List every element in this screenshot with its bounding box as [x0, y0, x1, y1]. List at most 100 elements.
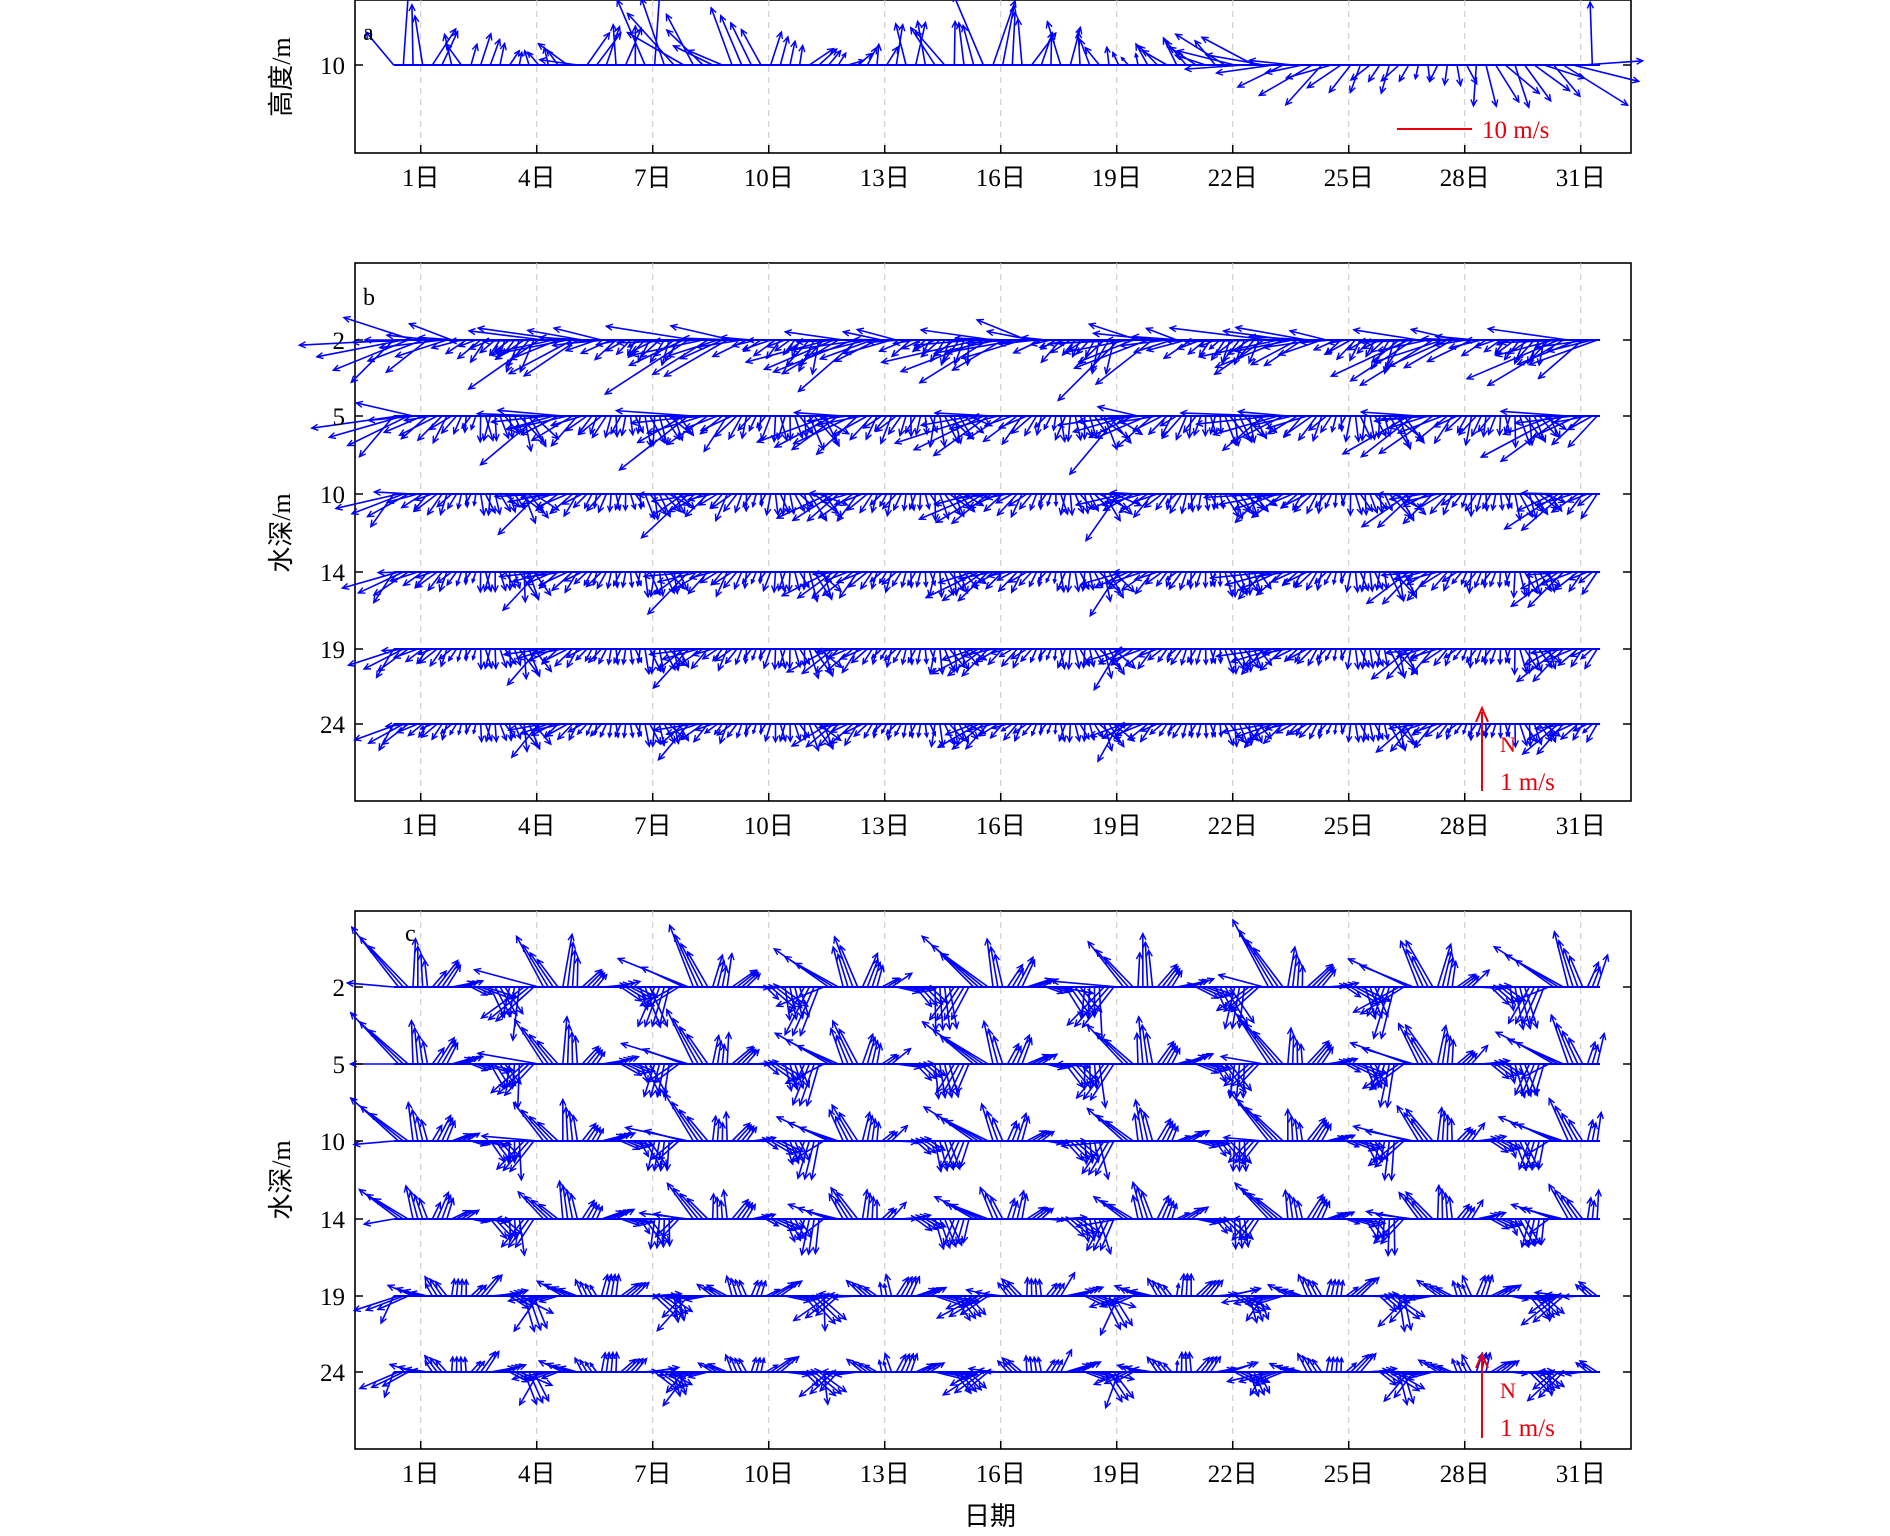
vector-stick [1553, 931, 1569, 988]
vector-stick [405, 648, 424, 663]
vector-stick [929, 571, 936, 586]
vector-stick [637, 415, 641, 434]
vector-stick [1578, 571, 1593, 584]
vector-arrowhead [1109, 489, 1118, 497]
vector-stick [1548, 723, 1574, 737]
vector-stick [1454, 723, 1463, 735]
x-tick-label: 1日 [402, 813, 440, 840]
vector-arrowhead [772, 366, 781, 374]
vector-stick [778, 648, 786, 668]
vector-arrowhead [1221, 328, 1231, 336]
vector-arrowhead [635, 580, 642, 588]
vector-stick [1361, 411, 1419, 417]
vector-stick [779, 723, 786, 742]
vector-stick [665, 13, 695, 66]
vector-stick [922, 339, 931, 353]
vector-stick [396, 723, 419, 734]
vector-stick [1320, 415, 1333, 433]
vector-arrowhead [806, 514, 815, 522]
vector-arrowhead [1529, 648, 1538, 656]
vector-stick [1393, 571, 1424, 581]
vector-arrowhead [1229, 656, 1239, 664]
vector-arrowhead [880, 357, 889, 365]
vector-stick [1201, 36, 1255, 66]
vector-arrowhead [1377, 732, 1384, 741]
vector-arrowhead [944, 347, 953, 356]
vector-stick [508, 723, 512, 741]
vector-arrowhead [594, 340, 604, 348]
vector-stick [667, 339, 718, 357]
vector-arrowhead [1131, 496, 1141, 504]
vector-arrowhead [462, 426, 469, 434]
vector-arrowhead [1494, 350, 1503, 358]
vector-stick [1224, 648, 1234, 674]
vector-arrowhead [1370, 672, 1379, 680]
vector-stick [525, 571, 563, 579]
vector-arrowhead [656, 577, 665, 585]
quiver-layer [297, 315, 1601, 763]
vector-arrowhead [544, 588, 552, 597]
vector-stick [983, 493, 1004, 512]
vector-stick [1083, 723, 1086, 741]
vector-stick [986, 938, 994, 988]
vector-arrowhead [970, 579, 980, 587]
vector-stick [563, 571, 583, 582]
vector-stick [712, 648, 723, 661]
vector-arrowhead [898, 428, 906, 438]
vector-stick [531, 415, 573, 442]
vector-arrowhead [937, 577, 946, 585]
vector-arrowhead [653, 587, 662, 595]
vector-stick [1311, 1042, 1331, 1065]
vector-stick [1285, 64, 1323, 106]
vector-stick [1487, 415, 1497, 435]
vector-arrowhead [671, 45, 681, 52]
vector-stick [652, 493, 699, 503]
vector-stick [447, 648, 458, 662]
vector-stick [623, 723, 627, 738]
vector-stick [1286, 64, 1332, 79]
vector-arrowhead [933, 409, 942, 417]
vector-arrowhead [869, 576, 876, 583]
x-tick-label: 19日 [1092, 165, 1142, 192]
vector-stick [742, 493, 753, 507]
vector-arrowhead [1535, 664, 1543, 673]
vector-stick [457, 723, 463, 735]
vector-stick [423, 960, 429, 988]
vector-arrowhead [1317, 728, 1323, 735]
vector-stick [351, 493, 404, 515]
vector-stick [972, 415, 1008, 418]
vector-arrowhead [376, 664, 386, 672]
vector-stick [834, 493, 863, 506]
vector-arrowhead [1358, 379, 1368, 387]
vector-stick [1528, 723, 1532, 746]
vector-arrowhead [1284, 97, 1293, 107]
vector-stick [499, 415, 510, 439]
vector-stick [1249, 335, 1313, 341]
vector-arrowhead [870, 505, 877, 514]
vector-arrowhead [1299, 338, 1308, 346]
vector-arrowhead [752, 729, 757, 735]
vector-stick [1238, 929, 1275, 988]
vector-arrowhead [1247, 57, 1257, 65]
vector-arrowhead [1534, 342, 1543, 351]
vector-stick [393, 648, 419, 659]
vector-arrowhead [1130, 333, 1140, 341]
vector-arrowhead [564, 585, 572, 594]
vector-arrowhead [438, 584, 446, 593]
vector-stick [676, 648, 704, 667]
vector-arrowhead [870, 653, 877, 660]
vector-stick [1489, 648, 1497, 664]
vector-arrowhead [1088, 583, 1096, 592]
vector-arrowhead [1420, 335, 1430, 343]
vector-arrowhead [541, 510, 550, 519]
vector-arrowhead [785, 358, 794, 367]
vector-stick [774, 493, 779, 516]
vector-stick [1528, 493, 1537, 519]
vector-stick [756, 415, 767, 428]
vector-stick [1069, 493, 1073, 515]
vector-arrowhead [870, 582, 877, 590]
vector-arrowhead [1368, 584, 1376, 593]
x-grid [419, 0, 1582, 153]
vector-arrowhead [1519, 489, 1529, 497]
vector-arrowhead [936, 741, 946, 749]
